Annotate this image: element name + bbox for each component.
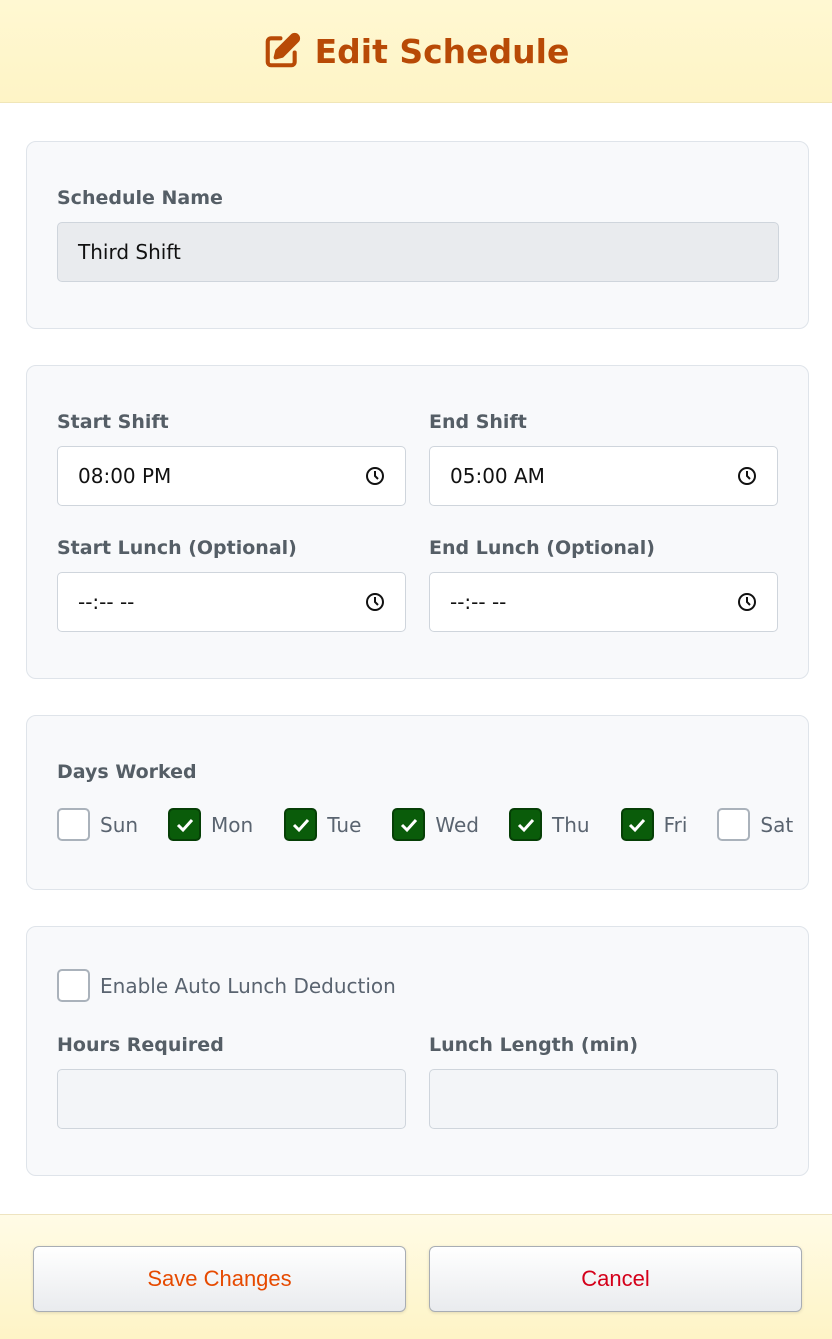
day-label: Tue	[327, 812, 362, 837]
checkbox-box[interactable]	[509, 808, 542, 841]
end-lunch-input[interactable]: --:-- --	[429, 572, 778, 632]
clock-icon[interactable]	[365, 466, 385, 486]
hours-required-input[interactable]	[57, 1069, 406, 1129]
check-icon	[517, 818, 534, 832]
start-lunch-label: Start Lunch (Optional)	[57, 537, 297, 559]
lunch-length-label: Lunch Length (min)	[429, 1034, 639, 1056]
day-label: Fri	[663, 812, 688, 837]
end-shift-value: 05:00 AM	[450, 464, 545, 488]
schedule-name-card: Schedule Name Third Shift	[26, 141, 809, 329]
checkbox-box[interactable]	[57, 808, 90, 841]
check-icon	[292, 818, 309, 832]
checkbox-box[interactable]	[168, 808, 202, 841]
day-checkbox-thu[interactable]: Thu	[509, 808, 590, 841]
start-lunch-value: --:-- --	[78, 590, 135, 614]
cancel-button[interactable]: Cancel	[429, 1246, 802, 1312]
checkbox-box[interactable]	[284, 808, 318, 841]
clock-icon[interactable]	[737, 592, 757, 612]
auto-lunch-checkbox[interactable]: Enable Auto Lunch Deduction	[57, 969, 396, 1002]
lunch-length-input[interactable]	[429, 1069, 778, 1129]
days-worked-label: Days Worked	[57, 761, 197, 783]
day-label: Sat	[760, 812, 794, 837]
clock-icon[interactable]	[737, 466, 757, 486]
day-label: Mon	[211, 812, 254, 837]
day-checkbox-sun[interactable]: Sun	[57, 808, 138, 841]
footer: Save Changes Cancel	[0, 1214, 832, 1339]
start-shift-input[interactable]: 08:00 PM	[57, 446, 406, 506]
end-lunch-value: --:-- --	[450, 590, 507, 614]
clock-icon[interactable]	[365, 592, 385, 612]
save-button[interactable]: Save Changes	[33, 1246, 406, 1312]
start-shift-value: 08:00 PM	[78, 464, 172, 488]
day-checkbox-wed[interactable]: Wed	[392, 808, 479, 841]
auto-lunch-card: Enable Auto Lunch Deduction Hours Requir…	[26, 926, 809, 1176]
days-card: Days Worked Sun Mon Tue Wed Thu Fri Sat	[26, 715, 809, 890]
day-checkbox-mon[interactable]: Mon	[168, 808, 253, 841]
day-label: Thu	[552, 812, 590, 837]
checkbox-box[interactable]	[620, 808, 654, 841]
day-label: Sun	[100, 812, 139, 837]
check-icon	[400, 818, 418, 832]
schedule-name-input[interactable]: Third Shift	[57, 222, 779, 282]
auto-lunch-label: Enable Auto Lunch Deduction	[100, 973, 396, 998]
day-label: Wed	[435, 812, 479, 837]
day-checkbox-sat[interactable]: Sat	[717, 808, 793, 841]
end-shift-label: End Shift	[429, 411, 527, 433]
days-list: Sun Mon Tue Wed Thu Fri Sat	[57, 808, 793, 841]
checkbox-box[interactable]	[57, 969, 90, 1002]
start-shift-label: Start Shift	[57, 411, 169, 433]
hours-required-label: Hours Required	[57, 1034, 224, 1056]
check-icon	[629, 818, 646, 832]
schedule-name-label: Schedule Name	[57, 187, 223, 209]
header: Edit Schedule	[0, 0, 832, 103]
day-checkbox-fri[interactable]: Fri	[620, 808, 688, 841]
page-title: Edit Schedule	[314, 31, 570, 71]
start-lunch-input[interactable]: --:-- --	[57, 572, 406, 632]
schedule-name-value: Third Shift	[78, 240, 181, 264]
end-lunch-label: End Lunch (Optional)	[429, 537, 655, 559]
end-shift-input[interactable]: 05:00 AM	[429, 446, 778, 506]
edit-icon	[265, 32, 300, 68]
check-icon	[176, 818, 193, 832]
checkbox-box[interactable]	[717, 808, 751, 841]
times-card: Start Shift 08:00 PM End Shift 05:00 AM …	[26, 365, 809, 679]
day-checkbox-tue[interactable]: Tue	[284, 808, 361, 841]
checkbox-box[interactable]	[392, 808, 426, 841]
